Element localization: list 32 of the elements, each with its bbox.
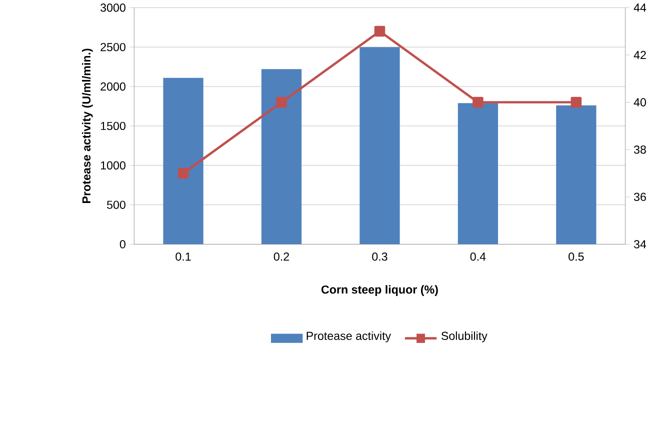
point bbox=[178, 168, 189, 179]
point bbox=[374, 26, 386, 37]
x-axis-title: Corn steep liquor (%) bbox=[321, 285, 438, 296]
y-tick-label: 2500 bbox=[100, 43, 126, 52]
y-tick-label: 500 bbox=[106, 200, 126, 210]
y2-tick-label: 36 bbox=[634, 193, 646, 202]
x-tick-label: 0.5 bbox=[568, 252, 584, 261]
x-tick-label: 0.3 bbox=[372, 252, 388, 261]
bar bbox=[261, 69, 302, 244]
point bbox=[570, 97, 582, 108]
x-tick-label: 0.4 bbox=[470, 252, 486, 261]
point bbox=[276, 97, 287, 108]
bar bbox=[458, 103, 498, 244]
legend-label: Protease activity bbox=[306, 332, 392, 342]
bar bbox=[360, 47, 400, 244]
y-tick-label: 0 bbox=[120, 240, 126, 249]
bar bbox=[556, 106, 596, 244]
y2-tick-label: 34 bbox=[634, 240, 646, 249]
legend-label: Solubility bbox=[441, 332, 488, 342]
bar bbox=[163, 78, 204, 244]
y2-tick-label: 38 bbox=[634, 146, 646, 154]
y-axis-title: Protease activity (U/ml/min.) bbox=[82, 48, 93, 204]
point bbox=[472, 97, 484, 108]
y2-tick-label: 42 bbox=[634, 51, 646, 60]
y-tick-label: 2000 bbox=[100, 82, 126, 91]
y-tick-label: 1500 bbox=[100, 122, 126, 130]
x-tick-label: 0.1 bbox=[176, 252, 191, 261]
y2-tick-label: 40 bbox=[634, 98, 646, 107]
x-tick-label: 0.2 bbox=[274, 252, 289, 261]
y-tick-label: 3000 bbox=[100, 4, 126, 12]
y-tick-label: 1000 bbox=[100, 161, 126, 170]
y2-tick-label: 44 bbox=[634, 4, 646, 12]
